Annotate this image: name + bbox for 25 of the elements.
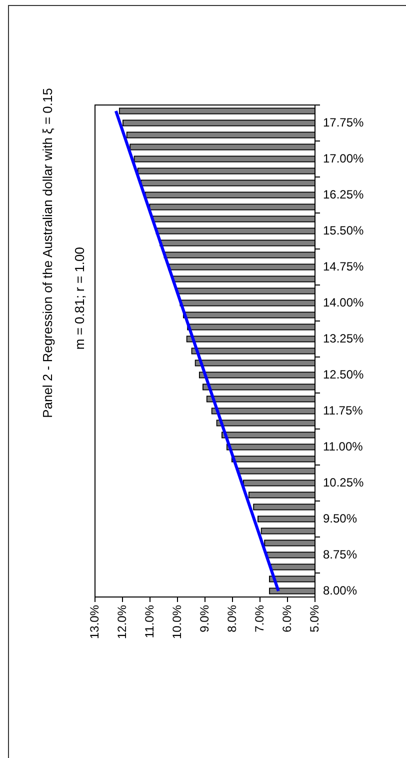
y-tick-label: 9.50% xyxy=(323,511,358,526)
y-tick-label: 16.25% xyxy=(323,187,364,202)
y-tick-label: 14.75% xyxy=(323,259,364,274)
y-tick-label: 13.25% xyxy=(323,331,364,346)
y-tick-label: 8.75% xyxy=(323,547,358,562)
x-tick-label: 5.0% xyxy=(307,604,322,632)
y-tick-label: 8.00% xyxy=(323,583,358,598)
y-tick-label: 17.00% xyxy=(323,151,364,166)
y-tick-label: 10.25% xyxy=(323,475,364,490)
y-tick-label: 15.50% xyxy=(323,223,364,238)
x-tick-label: 10.0% xyxy=(170,604,184,640)
y-tick-label: 11.75% xyxy=(323,403,364,418)
x-tick-label: 8.0% xyxy=(224,604,239,632)
y-tick-label: 17.75% xyxy=(323,115,364,130)
x-tick-label: 6.0% xyxy=(280,604,294,632)
y-tick-label: 12.50% xyxy=(323,367,364,382)
y-tick-label: 14.00% xyxy=(323,295,364,310)
text: m = 0.81; r = 1.00 xyxy=(72,246,88,350)
x-tick-label: 13.0% xyxy=(87,604,102,640)
text: Panel 2 - Regression of the Australian dollar with ξ = 0.15 xyxy=(40,88,56,418)
y-tick-label: 11.00% xyxy=(323,439,364,454)
x-tick-label: 7.0% xyxy=(252,604,266,632)
x-tick-label: 11.0% xyxy=(142,604,156,638)
x-tick-label: 9.0% xyxy=(197,604,212,632)
x-tick-label: 12.0% xyxy=(114,604,129,640)
